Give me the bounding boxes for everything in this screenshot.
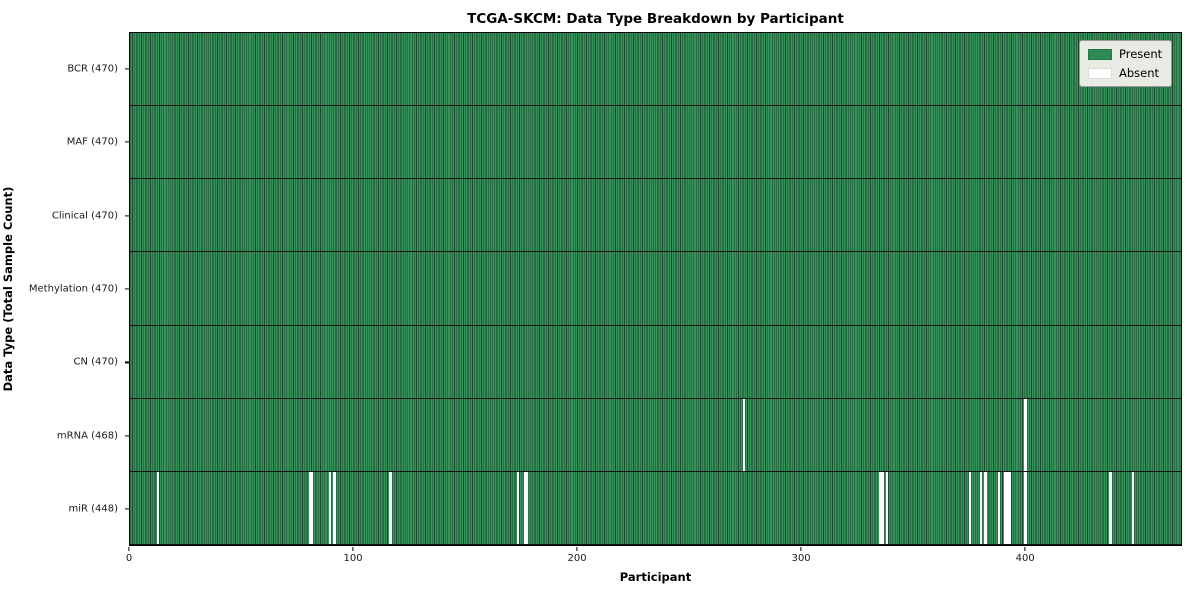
absent-bar-miR-80 [308,471,312,544]
absent-bar-miR-335 [879,471,882,544]
y-tick-mark-miR [125,508,129,510]
row-Clinical [130,179,1181,253]
absent-bar-miR-393 [1008,471,1012,544]
absent-swatch-icon [1088,67,1112,79]
x-tick-mark-400 [1024,547,1026,551]
chart-title: TCGA-SKCM: Data Type Breakdown by Partic… [467,11,844,27]
row-mRNA [130,398,1181,472]
absent-bar-miR-89 [329,471,332,544]
legend-entry-present: Present [1088,47,1163,61]
absent-bar-miR-91 [333,471,336,544]
absent-bar-miR-448 [1131,471,1135,544]
absent-bar-miR-438 [1109,471,1112,544]
x-tick-label-200: 200 [567,553,587,564]
y-tick-label-Clinical: Clinical (470) [51,210,118,222]
legend-entry-absent: Absent [1088,66,1163,80]
y-tick-mark-BCR [125,68,129,70]
y-tick-mark-MAF [125,141,129,143]
legend: Present Absent [1079,40,1172,87]
row-BCR [130,33,1181,107]
x-tick-label-100: 100 [343,553,363,564]
absent-bar-miR-116 [389,471,392,544]
absent-bar-miR-338 [885,471,889,544]
x-tick-mark-0 [128,547,130,551]
absent-bar-miR-382 [984,471,987,544]
absent-bar-miR-81 [311,471,314,544]
y-tick-label-BCR: BCR (470) [67,63,118,75]
row-MAF [130,106,1181,180]
absent-bar-mRNA-400 [1024,398,1027,471]
absent-bar-miR-388 [997,471,1000,544]
legend-label-absent: Absent [1119,66,1160,80]
absent-bar-mRNA-274 [742,398,745,471]
row-Methylation [130,252,1181,326]
y-tick-mark-Clinical [125,214,129,217]
y-tick-label-CN: CN (470) [73,356,118,368]
x-tick-label-0: 0 [125,553,133,564]
row-CN [130,325,1181,399]
row-miR [130,471,1181,545]
y-tick-mark-CN [125,361,129,364]
absent-bar-miR-392 [1006,471,1009,544]
x-tick-label-400: 400 [1015,553,1035,564]
x-tick-label-300: 300 [791,553,811,564]
y-tick-mark-Methylation [125,288,129,290]
x-axis-ticks: 0 100 200 300 400 [125,546,1182,586]
absent-bar-miR-12 [156,471,160,544]
y-tick-label-miR: miR (448) [68,503,118,515]
x-tick-mark-300 [800,547,802,551]
absent-bar-miR-173 [516,471,520,544]
y-tick-label-MAF: MAF (470) [66,136,118,148]
absent-bar-miR-380 [979,471,983,544]
y-tick-mark-mRNA [125,435,129,437]
y-tick-label-mRNA: mRNA (468) [56,430,118,442]
absent-bar-miR-400 [1024,471,1027,544]
present-swatch-icon [1088,48,1112,60]
x-axis-label: Participant [619,570,692,584]
absent-bar-miR-336 [881,471,884,544]
x-tick-mark-100 [352,547,354,551]
absent-bar-miR-176 [523,471,526,544]
absent-bar-miR-391 [1004,471,1007,544]
y-axis-ticks: BCR (470) MAF (470) Clinical (470) Methylat… [0,32,129,546]
x-tick-mark-200 [576,547,578,551]
legend-label-present: Present [1119,47,1163,61]
absent-bar-miR-375 [968,471,971,544]
plot-area: Present Absent [129,32,1182,546]
absent-bar-miR-177 [525,471,529,544]
y-tick-label-Methylation: Methylation (470) [28,283,118,295]
